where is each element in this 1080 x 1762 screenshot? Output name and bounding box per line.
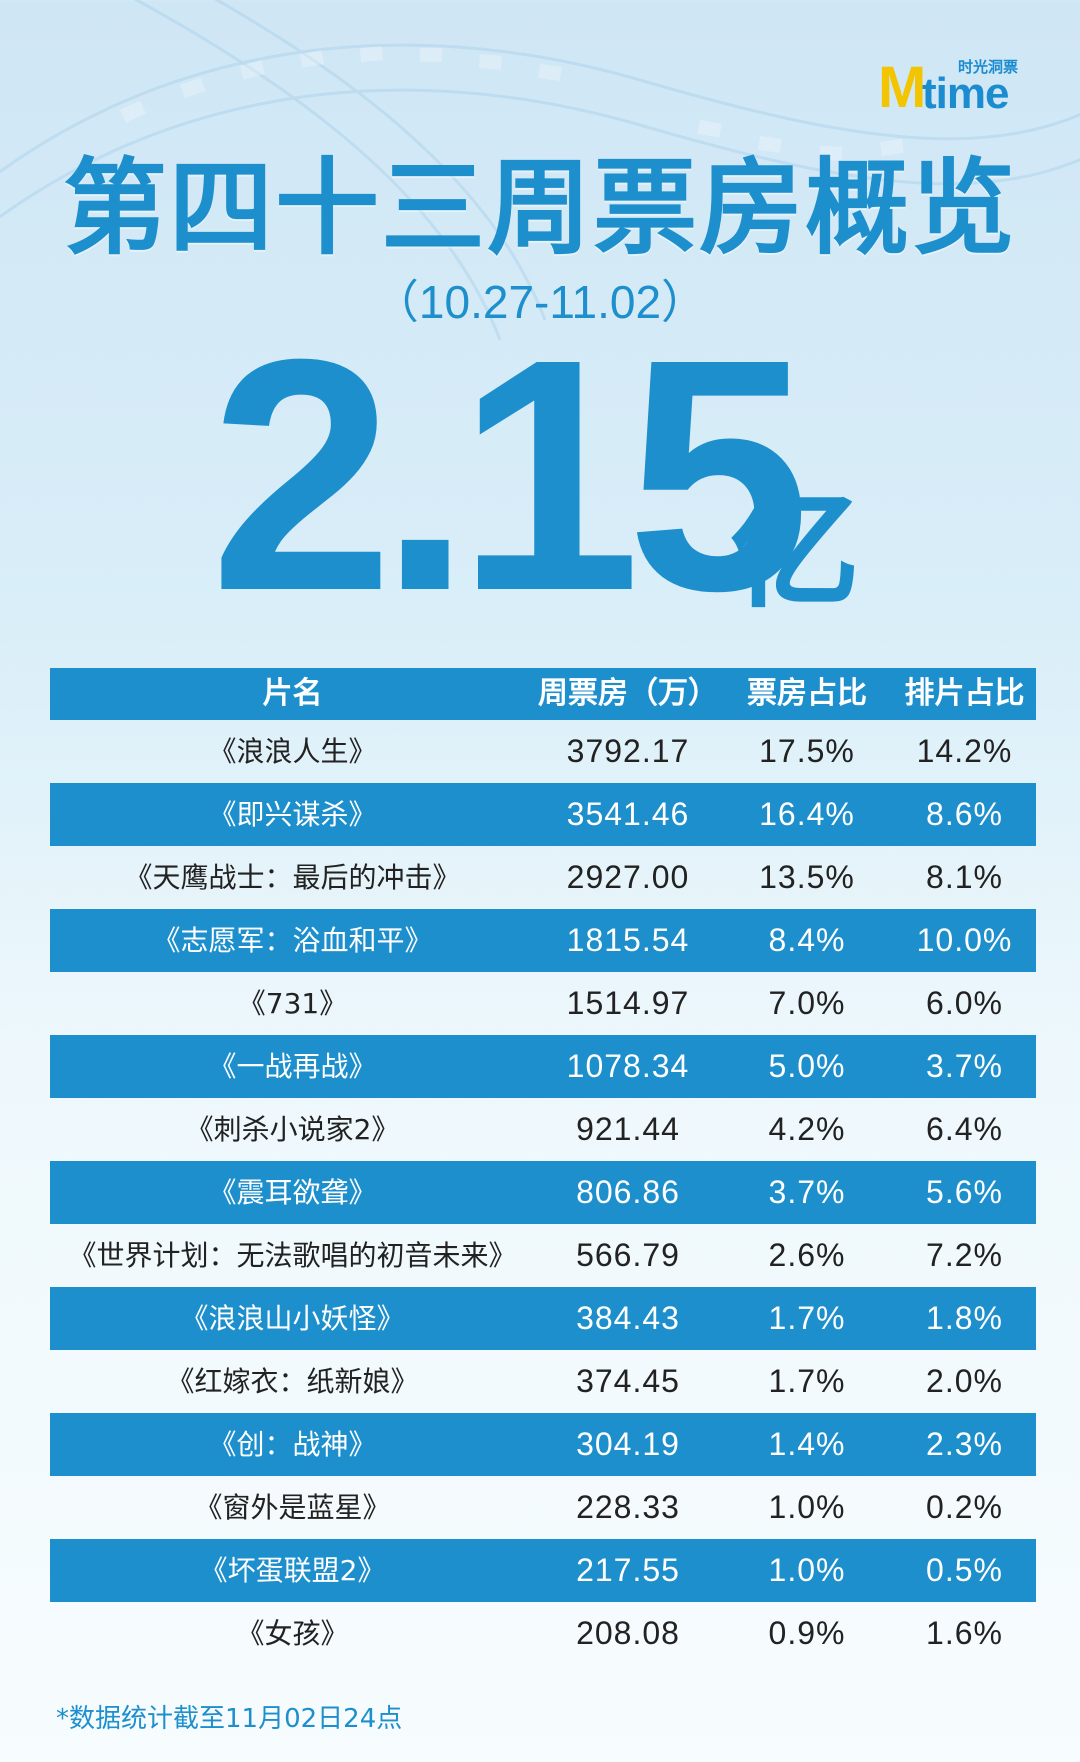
table-row: 《浪浪人生》 3792.17 17.5% 14.2% [50,720,1036,783]
screening-share: 1.8% [893,1287,1036,1350]
screening-share: 6.4% [926,1111,1003,1147]
screening-share: 14.2% [916,733,1013,769]
table-row: 《一战再战》 1078.34 5.0% 3.7% [50,1035,1036,1098]
film-name: 《女孩》 [236,1617,349,1650]
box-office-share: 1.7% [768,1363,846,1399]
weekly-box-office: 1815.54 [535,909,721,972]
table-row: 《世界计划：无法歌唱的初音未来》 566.79 2.6% 7.2% [50,1224,1036,1287]
total-box-office: 2.15 亿 [210,290,930,659]
weekly-box-office: 921.44 [576,1111,680,1147]
header-film-name: 片名 [50,668,535,720]
film-name: 《浪浪人生》 [208,735,377,768]
total-value: 2.15 [210,290,810,659]
header-screening-share: 排片占比 [893,668,1036,720]
table-row: 《731》 1514.97 7.0% 6.0% [50,972,1036,1035]
film-name: 《天鹰战士：最后的冲击》 [124,861,461,894]
box-office-share: 2.6% [768,1237,846,1273]
film-name: 《创：战神》 [50,1413,535,1476]
film-name: 《一战再战》 [50,1035,535,1098]
box-office-table: 片名 周票房（万） 票房占比 排片占比 《浪浪人生》 3792.17 17.5%… [50,668,1036,1665]
box-office-share: 1.0% [721,1539,893,1602]
table-row: 《震耳欲聋》 806.86 3.7% 5.6% [50,1161,1036,1224]
film-name: 《浪浪山小妖怪》 [50,1287,535,1350]
film-name: 《窗外是蓝星》 [194,1491,391,1524]
screening-share: 5.6% [893,1161,1036,1224]
screening-share: 2.0% [926,1363,1003,1399]
film-name: 《志愿军：浴血和平》 [50,909,535,972]
screening-share: 2.3% [893,1413,1036,1476]
box-office-share: 13.5% [759,859,855,895]
screening-share: 1.6% [926,1615,1003,1651]
box-office-share: 0.9% [768,1615,846,1651]
film-name: 《世界计划：无法歌唱的初音未来》 [68,1239,517,1272]
total-unit: 亿 [730,474,861,626]
weekly-box-office: 806.86 [535,1161,721,1224]
screening-share: 10.0% [893,909,1036,972]
header-weekly-box-office: 周票房（万） [535,668,721,720]
weekly-box-office: 1078.34 [535,1035,721,1098]
logo-cn: 时光洞票 [958,58,1019,76]
box-office-share: 16.4% [721,783,893,846]
logo-mark: M [878,55,927,120]
box-office-share: 17.5% [759,733,855,769]
screening-share: 6.0% [926,985,1003,1021]
screening-share: 7.2% [926,1237,1003,1273]
screening-share: 0.2% [926,1489,1003,1525]
box-office-share: 7.0% [768,985,846,1021]
weekly-box-office: 228.33 [576,1489,680,1525]
table-row: 《创：战神》 304.19 1.4% 2.3% [50,1413,1036,1476]
box-office-share: 5.0% [721,1035,893,1098]
table-row: 《红嫁衣：纸新娘》 374.45 1.7% 2.0% [50,1350,1036,1413]
table-row: 《即兴谋杀》 3541.46 16.4% 8.6% [50,783,1036,846]
page-title: 第四十三周票房概览 [62,147,1017,269]
footnote: *数据统计截至11月02日24点 [56,1704,403,1734]
table-row: 《天鹰战士：最后的冲击》 2927.00 13.5% 8.1% [50,846,1036,909]
screening-share: 0.5% [893,1539,1036,1602]
box-office-share: 3.7% [721,1161,893,1224]
header-box-office-share: 票房占比 [721,668,893,720]
weekly-box-office: 217.55 [535,1539,721,1602]
box-office-share: 1.0% [768,1489,846,1525]
box-office-share: 1.4% [721,1413,893,1476]
weekly-box-office: 374.45 [576,1363,680,1399]
weekly-box-office: 2927.00 [566,859,690,895]
film-name: 《刺杀小说家2》 [185,1113,400,1146]
screening-share: 8.6% [893,783,1036,846]
weekly-box-office: 208.08 [576,1615,680,1651]
box-office-share: 4.2% [768,1111,846,1147]
film-name: 《坏蛋联盟2》 [50,1539,535,1602]
film-name: 《即兴谋杀》 [50,783,535,846]
weekly-box-office: 384.43 [535,1287,721,1350]
table-header-row: 片名 周票房（万） 票房占比 排片占比 [50,668,1036,720]
weekly-box-office: 3541.46 [535,783,721,846]
table-row: 《志愿军：浴血和平》 1815.54 8.4% 10.0% [50,909,1036,972]
screening-share: 8.1% [926,859,1003,895]
weekly-box-office: 566.79 [576,1237,680,1273]
mtime-logo: M time 时光洞票 [878,58,1038,118]
film-name: 《震耳欲聋》 [50,1161,535,1224]
screening-share: 3.7% [893,1035,1036,1098]
logo-wordmark: time [922,69,1009,118]
table-row: 《坏蛋联盟2》 217.55 1.0% 0.5% [50,1539,1036,1602]
film-name: 《731》 [237,987,348,1020]
box-office-share: 8.4% [721,909,893,972]
weekly-box-office: 1514.97 [566,985,690,1021]
table-row: 《窗外是蓝星》 228.33 1.0% 0.2% [50,1476,1036,1539]
box-office-share: 1.7% [721,1287,893,1350]
weekly-box-office: 3792.17 [566,733,690,769]
weekly-box-office: 304.19 [535,1413,721,1476]
table-row: 《刺杀小说家2》 921.44 4.2% 6.4% [50,1098,1036,1161]
table-row: 《女孩》 208.08 0.9% 1.6% [50,1602,1036,1665]
film-name: 《红嫁衣：纸新娘》 [166,1365,419,1398]
date-range: （10.27-11.02） [372,276,708,328]
table-row: 《浪浪山小妖怪》 384.43 1.7% 1.8% [50,1287,1036,1350]
